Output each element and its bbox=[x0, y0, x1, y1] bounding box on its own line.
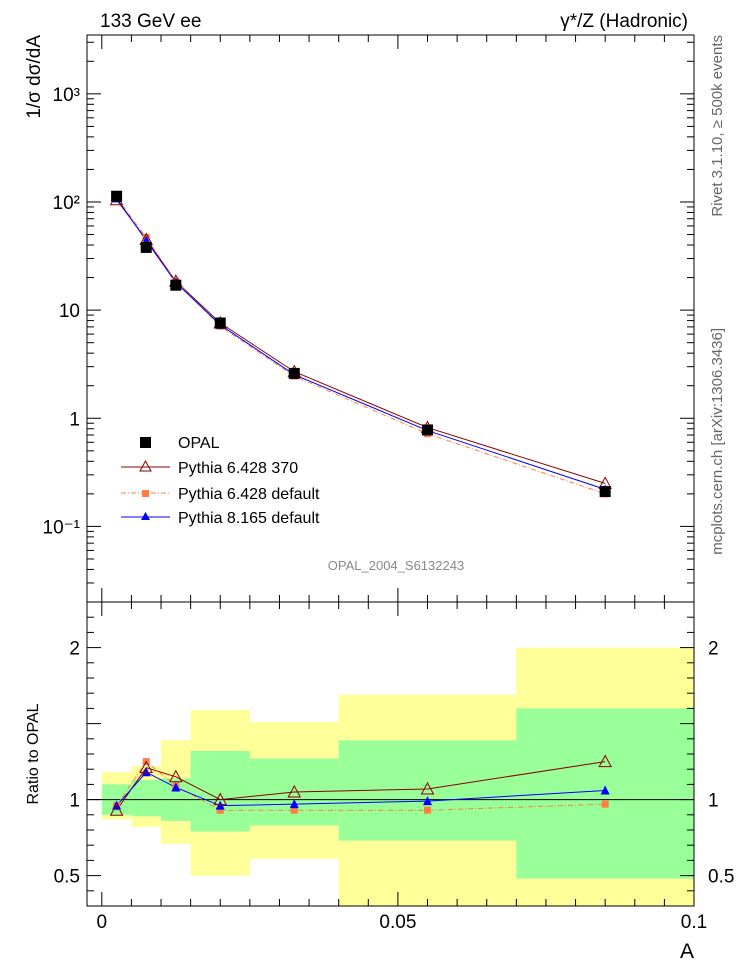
ratio-uncertainty-bands bbox=[87, 647, 694, 906]
main-data-point bbox=[422, 424, 434, 436]
ratio-data-point bbox=[213, 792, 228, 806]
legend-label-pythia6-370: Pythia 6.428 370 bbox=[178, 460, 298, 477]
ratio-data-point bbox=[420, 781, 435, 795]
ratio-data-point bbox=[287, 784, 302, 798]
x-tick-label: 0.1 bbox=[681, 912, 707, 933]
main-data-point bbox=[111, 190, 123, 202]
x-axis-title: A bbox=[680, 940, 694, 963]
legend-label-pythia8-default: Pythia 8.165 default bbox=[178, 510, 320, 527]
ratio-y-tick-label-right: 0.5 bbox=[708, 867, 734, 888]
legend-marker-opal bbox=[140, 437, 151, 448]
main-series-lines bbox=[109, 190, 613, 498]
mcplots-reference-label: mcplots.cern.ch [arXiv:1306.3436] bbox=[709, 328, 726, 555]
main-data-point bbox=[288, 367, 300, 379]
process-label: γ*/Z (Hadronic) bbox=[560, 11, 688, 32]
ratio-data-point bbox=[423, 796, 433, 806]
ratio-data-point bbox=[168, 769, 183, 783]
main-data-point bbox=[170, 279, 182, 291]
ratio-data-point bbox=[424, 806, 432, 814]
main-y-axis-title: 1/σ dσ/dA bbox=[24, 35, 45, 119]
ratio-data-point bbox=[139, 760, 154, 774]
legend-marker-pythia6-370 bbox=[139, 459, 152, 472]
legend-marker-pythia8-default bbox=[141, 512, 150, 520]
analysis-id-label: OPAL_2004_S6132243 bbox=[328, 558, 464, 573]
ratio-data-point bbox=[215, 800, 225, 810]
ratio-data-point bbox=[600, 785, 610, 795]
inner-band-bin bbox=[190, 750, 250, 832]
energy-label: 133 GeV ee bbox=[100, 11, 201, 32]
legend-label-pythia6-default: Pythia 6.428 default bbox=[178, 486, 320, 503]
ratio-y-tick-label-right: 1 bbox=[708, 791, 719, 812]
ratio-y-axis-title: Ratio to OPAL bbox=[25, 703, 42, 804]
ratio-data-point bbox=[171, 782, 181, 792]
legend-marker-pythia6-default bbox=[142, 490, 149, 497]
main-y-tick-label: 10 bbox=[59, 301, 80, 322]
ratio-data-point bbox=[289, 799, 299, 809]
ratio-y-tick-label-left: 2 bbox=[69, 639, 80, 660]
main-y-tick-label: 10² bbox=[53, 193, 80, 214]
main-y-tick-label: 10⁻¹ bbox=[43, 517, 81, 538]
ratio-data-point bbox=[598, 754, 613, 768]
x-tick-label: 0.05 bbox=[379, 912, 416, 933]
ratio-y-tick-label-left: 1 bbox=[69, 791, 80, 812]
rivet-version-label: Rivet 3.1.10, ≥ 500k events bbox=[709, 35, 726, 217]
axis-ticks: 0 0.05 0.1 10⁻¹ 1 10 10² 10³ 0.5 0.5 1 1 2 2 bbox=[43, 35, 734, 933]
x-tick-label: 0 bbox=[97, 912, 108, 933]
legend: OPAL Pythia 6.428 370 Pythia 6.428 defau… bbox=[121, 435, 320, 527]
ratio-data-point bbox=[141, 767, 151, 777]
ratio-y-tick-label-right: 2 bbox=[708, 639, 719, 660]
inner-band-bin bbox=[131, 779, 162, 817]
ratio-series-lines bbox=[109, 754, 613, 816]
main-y-tick-label: 1 bbox=[69, 409, 80, 430]
main-data-point bbox=[140, 241, 152, 253]
ratio-data-point bbox=[290, 806, 298, 814]
main-data-point bbox=[214, 317, 226, 329]
main-y-tick-label: 10³ bbox=[53, 85, 80, 106]
ratio-y-tick-label-left: 0.5 bbox=[54, 867, 80, 888]
legend-label-opal: OPAL bbox=[178, 435, 220, 452]
ratio-data-point bbox=[109, 803, 124, 816]
main-data-point bbox=[599, 486, 611, 498]
ratio-data-point bbox=[601, 800, 609, 808]
ratio-data-point bbox=[216, 806, 224, 814]
